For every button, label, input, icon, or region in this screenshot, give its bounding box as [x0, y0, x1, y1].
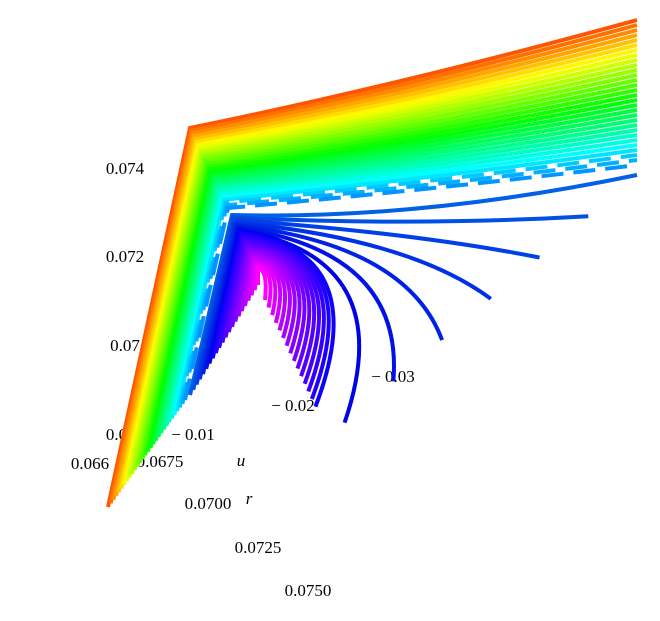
x-tick-label: 0.0725 — [235, 538, 282, 557]
y-tick-label: − 0.02 — [271, 396, 315, 415]
curve — [135, 73, 638, 467]
curve — [114, 33, 638, 497]
curve — [246, 258, 283, 324]
curve — [256, 265, 268, 301]
curve — [137, 78, 638, 464]
z-tick-label: 0.074 — [106, 159, 145, 178]
curve — [111, 28, 638, 501]
curve — [204, 225, 397, 382]
curve — [145, 93, 638, 453]
curve — [230, 245, 307, 362]
curve — [132, 68, 638, 471]
curve — [236, 250, 297, 347]
curve — [153, 108, 638, 442]
curve — [252, 263, 273, 308]
curve — [220, 238, 321, 385]
curve — [197, 220, 493, 380]
curve — [177, 153, 638, 408]
curve — [180, 158, 638, 405]
curve — [239, 253, 292, 339]
curve — [164, 128, 638, 427]
curve — [167, 133, 638, 423]
curve — [121, 48, 638, 486]
axis-labels: r u 0.0675 0.0700 0.0725 0.0750 − 0.01 − 0.02… — [71, 159, 415, 600]
curve — [151, 103, 638, 445]
z-tick-label: 0.066 — [71, 454, 109, 473]
curve — [106, 18, 638, 508]
x-tick-label: 0.0750 — [285, 581, 332, 600]
curve — [129, 63, 638, 475]
curve — [243, 255, 288, 332]
curve — [108, 23, 638, 504]
curve — [172, 143, 638, 416]
curve — [213, 232, 331, 400]
surface-curves — [106, 18, 638, 508]
z-tick-label: 0.072 — [106, 247, 144, 266]
x-axis-label: r — [246, 489, 253, 508]
curve — [233, 248, 302, 354]
x-tick-label: 0.0675 — [137, 452, 184, 471]
curve — [183, 163, 638, 401]
curve — [159, 118, 638, 434]
curve — [201, 222, 444, 375]
curve — [148, 98, 638, 449]
curve — [143, 88, 638, 456]
curve — [116, 38, 638, 493]
curve — [119, 43, 638, 489]
curve — [127, 58, 638, 478]
z-tick-label: 0.07 — [110, 336, 140, 355]
curve — [191, 214, 589, 391]
curve — [161, 123, 638, 430]
curve — [169, 138, 638, 419]
curve — [223, 240, 317, 377]
curve — [175, 148, 638, 412]
curve — [124, 53, 638, 482]
y-axis-label: u — [237, 451, 246, 470]
y-tick-label: − 0.01 — [171, 425, 215, 444]
curve — [210, 230, 336, 408]
x-tick-label: 0.0700 — [185, 494, 232, 513]
curve — [156, 113, 638, 438]
curve — [217, 235, 326, 393]
curve — [226, 243, 312, 370]
curve — [188, 173, 638, 396]
curve — [140, 83, 638, 460]
curve — [194, 217, 540, 385]
curve — [249, 260, 278, 316]
